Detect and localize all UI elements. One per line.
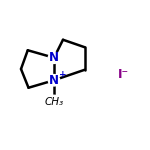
- Circle shape: [48, 52, 60, 63]
- Text: I⁻: I⁻: [117, 69, 129, 81]
- Circle shape: [47, 95, 61, 109]
- Text: CH₃: CH₃: [44, 97, 64, 107]
- Circle shape: [48, 75, 60, 86]
- Text: N: N: [49, 74, 59, 87]
- Text: N: N: [49, 51, 59, 64]
- Text: +: +: [59, 70, 67, 79]
